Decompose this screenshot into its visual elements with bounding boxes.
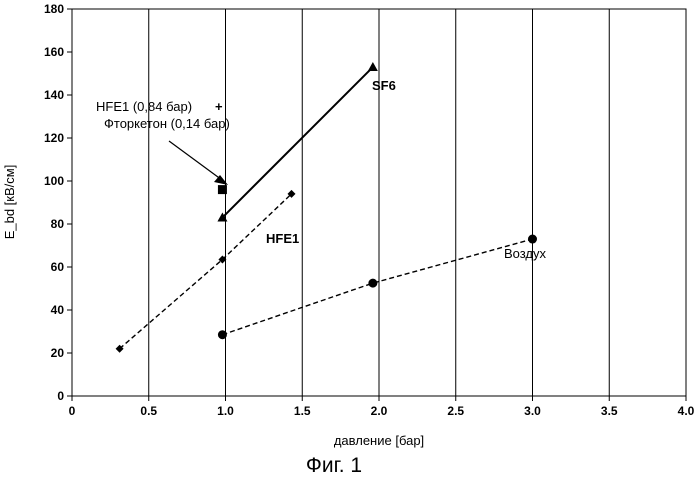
y-tick-label: 0 — [57, 389, 64, 403]
x-tick-label: 2.5 — [447, 404, 464, 418]
x-tick-label: 1.0 — [217, 404, 234, 418]
series-line-sf6 — [221, 66, 374, 219]
y-tick-label: 40 — [51, 303, 65, 317]
y-tick-label: 140 — [44, 88, 64, 102]
y-tick-label: 100 — [44, 174, 64, 188]
x-tick-label: 3.0 — [524, 404, 541, 418]
label-hfe1: HFE1 — [266, 231, 299, 246]
data-point-diamond — [115, 344, 124, 353]
annotation-mix-line1: HFE1 (0,84 бар) — [96, 99, 192, 114]
y-tick-label: 20 — [51, 346, 65, 360]
figure-caption: Фиг. 1 — [306, 454, 362, 477]
x-tick-label: 1.5 — [294, 404, 311, 418]
x-tick-label: 2.0 — [371, 404, 388, 418]
x-tick-label: 0.5 — [140, 404, 157, 418]
x-tick-label: 0 — [69, 404, 76, 418]
data-point-triangle — [367, 62, 378, 72]
series-layer — [115, 62, 537, 353]
label-air: Воздух — [504, 246, 547, 261]
data-point-diamond — [287, 189, 296, 198]
x-axis: 0 0.5 1.0 1.5 2.0 2.5 3.0 3.5 4.0 — [69, 396, 695, 418]
data-point-circle — [368, 278, 378, 288]
annotation-mix-plus: + — [215, 99, 223, 114]
annotation-mix-line2: Фторкетон (0,14 бар) — [104, 116, 230, 131]
x-axis-label: давление [бар] — [334, 433, 424, 448]
data-point-square — [217, 185, 227, 195]
grid-lines — [148, 9, 610, 396]
y-tick-label: 120 — [44, 131, 64, 145]
x-tick-label: 4.0 — [678, 404, 695, 418]
x-tick-label: 3.5 — [601, 404, 618, 418]
data-point-circle — [217, 330, 227, 340]
data-point-circle — [528, 234, 537, 244]
series-line-воздух — [222, 238, 533, 336]
series-line-hfe1 — [119, 193, 292, 350]
data-point-triangle — [217, 212, 228, 222]
y-tick-label: 60 — [51, 260, 65, 274]
y-axis-label: E_bd [кВ/см] — [2, 165, 17, 240]
annotation-arrow — [168, 140, 228, 185]
y-axis: 0 20 40 60 80 100 120 140 160 180 — [44, 2, 72, 403]
data-point-diamond — [218, 255, 227, 264]
label-sf6: SF6 — [372, 78, 396, 93]
y-tick-label: 160 — [44, 45, 64, 59]
y-tick-label: 80 — [51, 217, 65, 231]
y-tick-label: 180 — [44, 2, 64, 16]
